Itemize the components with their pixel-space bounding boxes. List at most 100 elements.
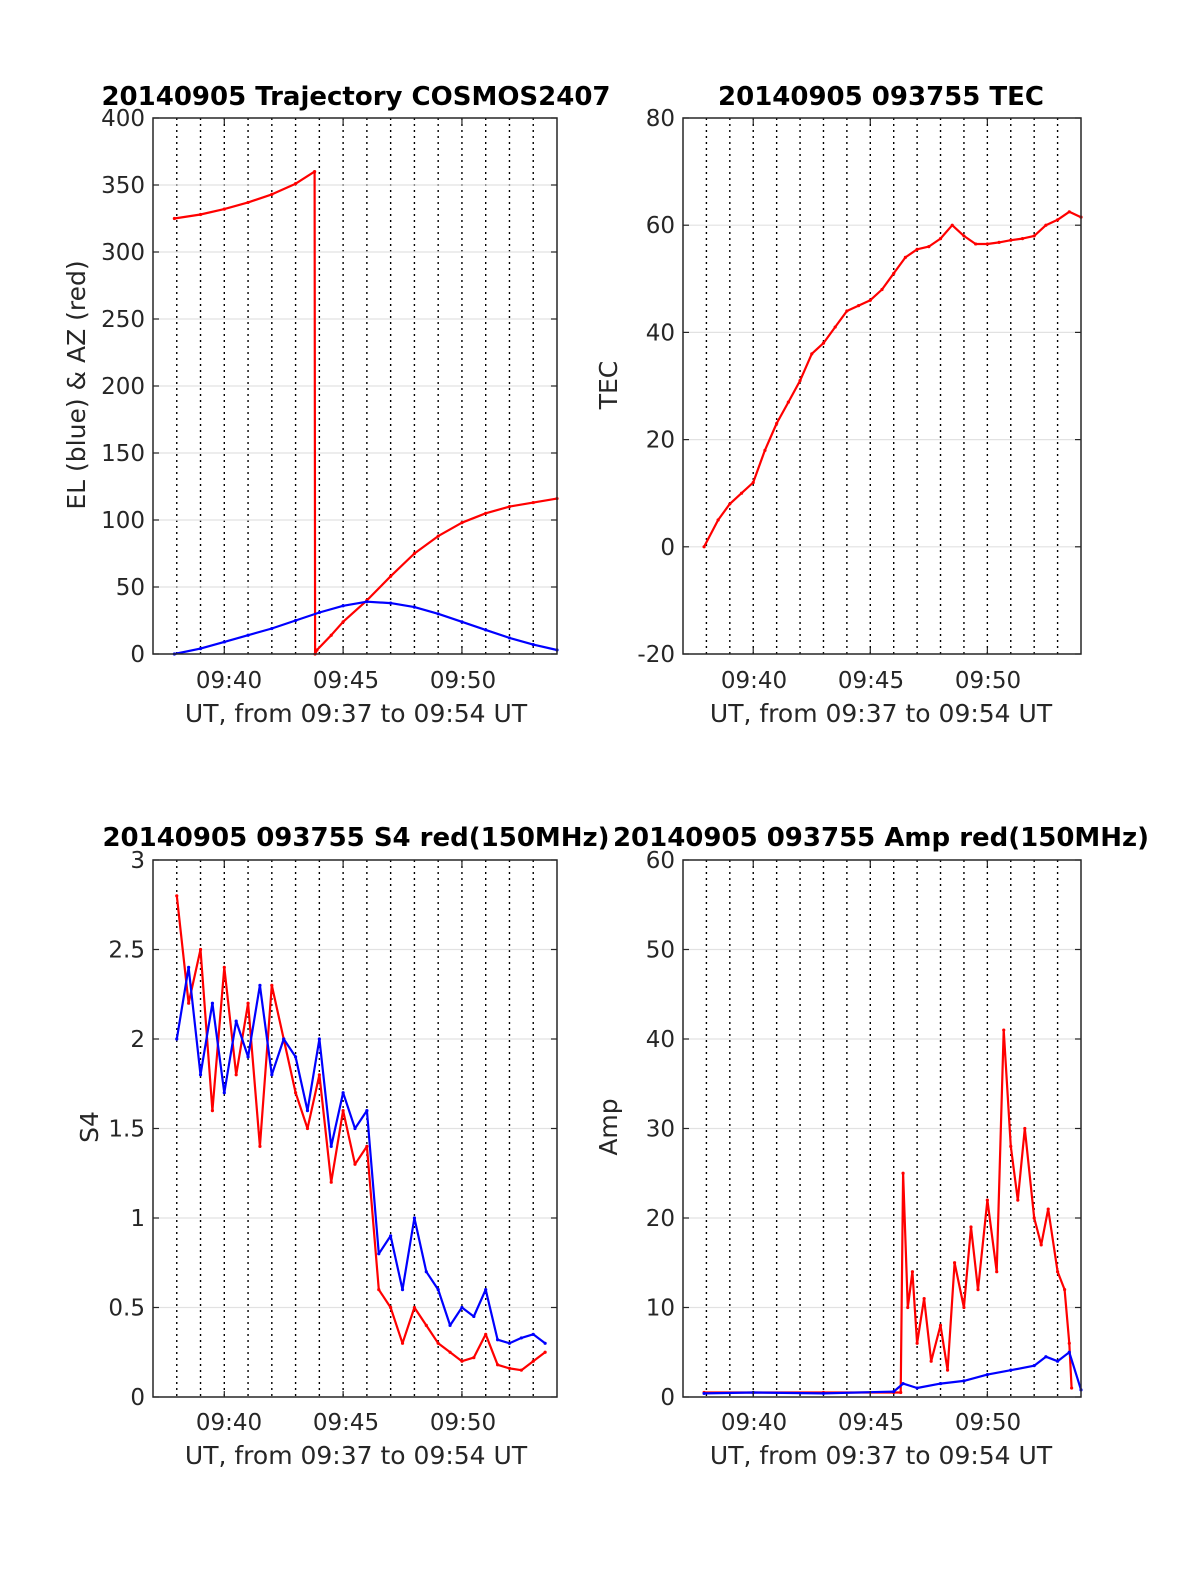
x-tick-label: 09:40 (721, 668, 787, 694)
s4-red-point (222, 965, 226, 970)
panel-tec: 20140905 093755 TEC TEC UT, from 09:37 t… (594, 82, 1083, 728)
tec-point (985, 242, 989, 246)
amp-red-point (1067, 1341, 1071, 1345)
amp-red-point (1016, 1198, 1020, 1202)
amp-blue-point (821, 1391, 826, 1396)
tec-point (786, 400, 790, 404)
s4-red-point (246, 1001, 250, 1005)
amp-red-point (1063, 1288, 1067, 1292)
amp-blue-point (1009, 1368, 1013, 1372)
s4-blue-point (222, 1091, 226, 1095)
amp-blue-point (901, 1381, 905, 1386)
az-point (341, 620, 345, 624)
y-tick-label: 30 (646, 1117, 675, 1143)
az-line (174, 170, 558, 656)
tec-point (1020, 237, 1025, 241)
amp-red-line (704, 1028, 1073, 1394)
amp-blue-point (985, 1373, 989, 1377)
y-axis-label: Amp (594, 1098, 623, 1155)
amp-red-point (922, 1296, 926, 1301)
s4-red-point (412, 1305, 417, 1310)
x-tick-label: 09:50 (955, 1410, 1021, 1436)
amp-red-point (1023, 1126, 1027, 1131)
s4-red-point (305, 1126, 310, 1131)
x-tick-label: 09:45 (313, 1410, 379, 1436)
tec-point (903, 255, 908, 259)
y-axis-label: TEC (594, 361, 623, 411)
tec-point (739, 491, 744, 495)
s4-red-point (317, 1073, 321, 1077)
s4-red-point (210, 1109, 215, 1113)
tec-point (716, 518, 720, 522)
el-point (270, 626, 274, 631)
s4-red-point (495, 1363, 500, 1367)
az-point (389, 574, 393, 578)
el-point (198, 647, 203, 651)
plot-frame (152, 117, 558, 655)
el-point (436, 612, 440, 616)
s4-red-point (519, 1368, 523, 1372)
s4-red-point (270, 983, 274, 987)
tec-point (927, 245, 931, 249)
amp-red-point (976, 1288, 980, 1292)
az-point (293, 182, 298, 186)
amp-blue-point (1032, 1364, 1036, 1368)
x-tick-label: 09:40 (721, 1410, 787, 1436)
az-point (313, 170, 317, 174)
s4-red-point (389, 1305, 393, 1310)
y-tick-label: 200 (101, 374, 145, 400)
el-point (341, 604, 345, 608)
s4-blue-line (175, 966, 546, 1345)
s4-blue-point (531, 1332, 535, 1336)
s4-red-point (531, 1359, 535, 1363)
s4-red-point (484, 1332, 488, 1336)
az-point (246, 200, 250, 205)
panel-trajectory: 20140905 Trajectory COSMOS2407 EL (blue)… (62, 82, 611, 728)
s4-blue-point (175, 1037, 179, 1041)
s4-blue-point (389, 1234, 393, 1238)
tec-point (950, 223, 954, 227)
el-point (317, 610, 321, 615)
az-point (315, 648, 319, 652)
s4-blue-point (412, 1216, 417, 1220)
panel-s4: 20140905 093755 S4 red(150MHz) S4 UT, fr… (75, 823, 610, 1470)
x-tick-label: 09:50 (430, 1410, 496, 1436)
tec-point (751, 480, 755, 485)
y-tick-label: 20 (646, 428, 675, 454)
tec-point (880, 287, 884, 292)
el-point (484, 628, 488, 632)
el-point (460, 620, 464, 624)
plot-frame (682, 117, 1082, 655)
tec-point (775, 421, 779, 426)
plot-frame (152, 859, 558, 1398)
tec-point (892, 271, 896, 276)
y-tick-label: 0 (130, 1385, 145, 1411)
amp-red-point (910, 1270, 915, 1274)
y-tick-label: 50 (646, 938, 675, 964)
x-tick-label: 09:50 (430, 668, 496, 694)
s4-blue-point (246, 1055, 250, 1059)
chart-title: 20140905 093755 TEC (718, 82, 1044, 112)
az-point (412, 551, 417, 556)
tec-point (1032, 234, 1036, 238)
s4-blue-point (210, 1001, 215, 1005)
s4-red-point (507, 1366, 512, 1370)
s4-blue-point (282, 1037, 286, 1041)
el-point (412, 605, 417, 609)
s4-blue-point (305, 1109, 310, 1113)
s4-blue-point (519, 1336, 523, 1340)
amp-red-point (962, 1305, 966, 1310)
s4-red-point (187, 1001, 191, 1005)
amp-red-point (985, 1198, 989, 1202)
y-tick-label: 0 (130, 642, 145, 668)
s4-blue-point (198, 1073, 203, 1077)
y-tick-label: 0 (660, 1385, 675, 1411)
amp-blue-point (892, 1390, 896, 1394)
s4-red-point (293, 1091, 298, 1095)
s4-red-point (365, 1144, 369, 1148)
s4-red-point (341, 1109, 345, 1113)
x-axis-label: UT, from 09:37 to 09:54 UT (185, 1441, 528, 1470)
el-point (365, 600, 369, 604)
chart-title: 20140905 093755 S4 red(150MHz) (102, 823, 609, 853)
